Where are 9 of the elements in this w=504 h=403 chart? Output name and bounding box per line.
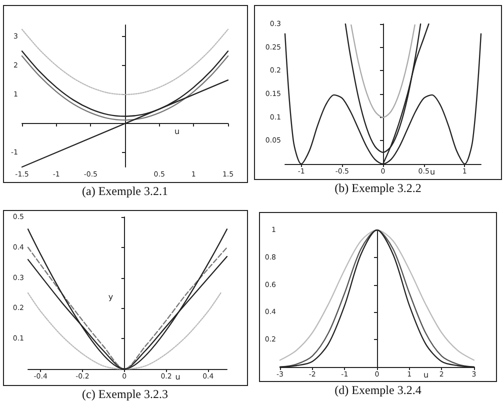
x-axis-title: u — [430, 168, 436, 176]
text: (d) Exemple 3.2.4 — [334, 383, 422, 397]
x-axis-title: u — [424, 370, 429, 380]
x-axis-title: u — [174, 127, 180, 136]
y-axis-title: y — [108, 292, 114, 302]
text: (b) Exemple 3.2.2 — [334, 181, 422, 195]
text: (c) Exemple 3.2.3 — [81, 387, 169, 401]
x-axis-title: u — [175, 372, 180, 382]
text: (a) Exemple 3.2.1 — [81, 184, 169, 198]
